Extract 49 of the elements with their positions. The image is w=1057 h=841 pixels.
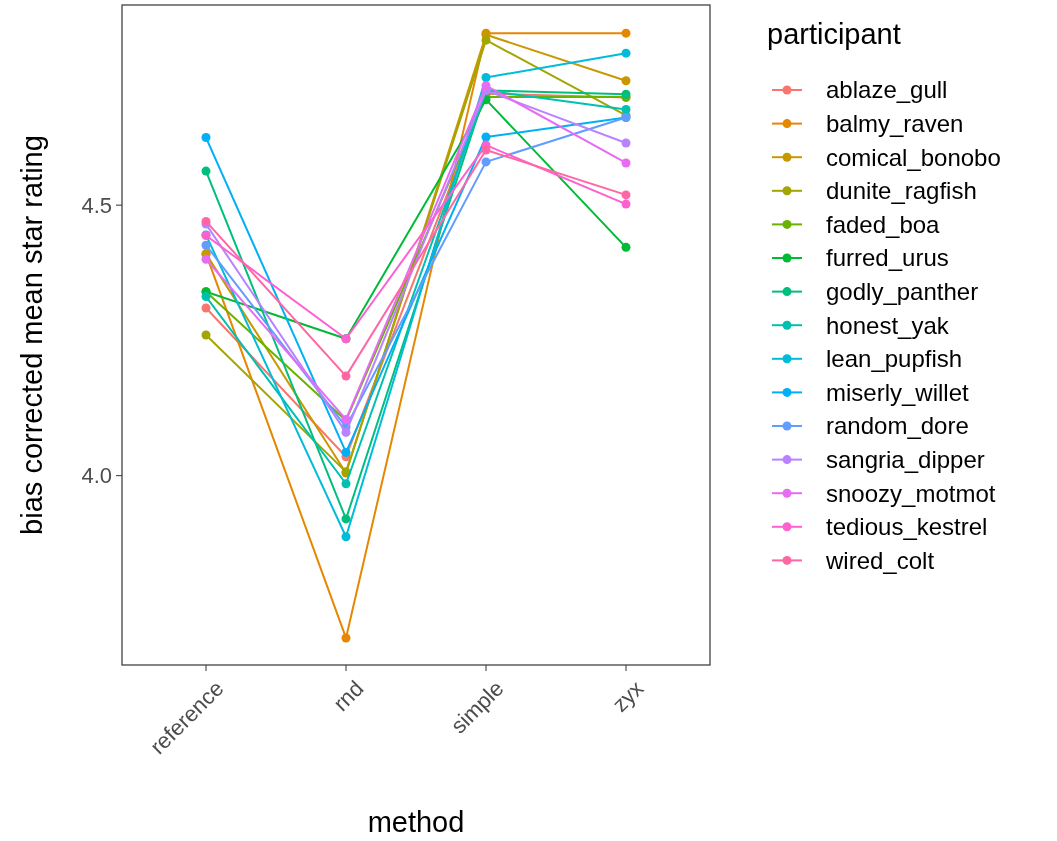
- legend-label: furred_urus: [826, 244, 949, 272]
- point: [201, 166, 211, 176]
- point: [201, 254, 211, 264]
- point: [201, 292, 211, 302]
- x-axis-title: method: [367, 806, 465, 838]
- point: [621, 199, 631, 209]
- point: [341, 514, 351, 524]
- legend-label: balmy_raven: [826, 110, 964, 137]
- point: [621, 48, 631, 58]
- point: [341, 633, 351, 643]
- point: [341, 447, 351, 457]
- legend-label: comical_bonobo: [826, 143, 1001, 171]
- point: [621, 190, 631, 200]
- legend-label: tedious_kestrel: [826, 513, 988, 541]
- point: [341, 532, 351, 542]
- point: [481, 157, 491, 167]
- point: [201, 303, 211, 313]
- point: [341, 371, 351, 381]
- point: [481, 81, 491, 91]
- legend-label: dunite_ragfish: [826, 177, 977, 205]
- x-tick-label: zyx: [607, 675, 649, 717]
- point: [621, 76, 631, 86]
- point: [621, 242, 631, 252]
- legend-label: honest_yak: [826, 311, 950, 339]
- legend-label: godly_panther: [826, 278, 979, 305]
- legend-label: faded_boa: [826, 210, 941, 238]
- legend-label: snoozy_motmot: [826, 479, 996, 507]
- point: [481, 132, 491, 142]
- legend-label: lean_pupfish: [826, 345, 963, 373]
- legend-label: sangria_dipper: [826, 446, 985, 473]
- legend-title: participant: [767, 18, 901, 50]
- legend-label: miserly_willet: [826, 378, 970, 406]
- legend-label: wired_colt: [825, 546, 935, 574]
- point: [201, 240, 211, 250]
- point: [201, 133, 211, 143]
- point: [201, 330, 211, 340]
- x-tick-label: rnd: [328, 675, 369, 716]
- point: [481, 35, 491, 45]
- y-tick-label: 4.0: [81, 463, 112, 489]
- y-tick-label: 4.5: [81, 192, 112, 218]
- point: [621, 28, 631, 38]
- point: [481, 145, 491, 155]
- legend-label: random_dore: [826, 412, 969, 440]
- point: [621, 138, 631, 148]
- point: [341, 427, 351, 437]
- y-axis-title: bias corrected mean star rating: [16, 135, 48, 535]
- point: [621, 158, 631, 168]
- point: [341, 479, 351, 489]
- legend-label: ablaze_gull: [826, 76, 948, 104]
